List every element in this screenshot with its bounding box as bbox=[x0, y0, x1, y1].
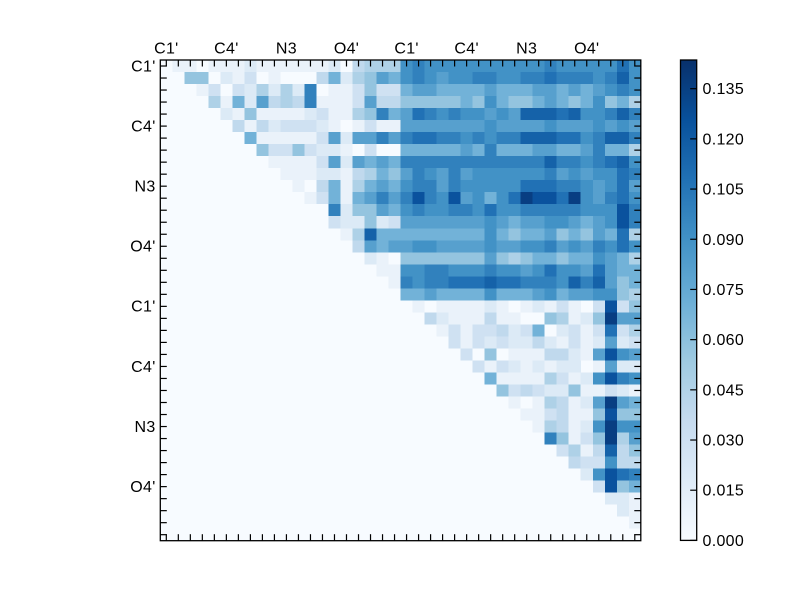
svg-text:C4': C4' bbox=[131, 359, 155, 376]
svg-text:N3: N3 bbox=[135, 178, 156, 195]
svg-text:0.000: 0.000 bbox=[703, 533, 745, 550]
svg-text:O4': O4' bbox=[334, 40, 359, 57]
svg-text:O4': O4' bbox=[130, 239, 155, 256]
svg-text:N3: N3 bbox=[135, 419, 156, 436]
svg-text:0.060: 0.060 bbox=[703, 332, 745, 349]
svg-text:0.045: 0.045 bbox=[703, 382, 745, 399]
svg-text:0.090: 0.090 bbox=[703, 232, 745, 249]
svg-text:C1': C1' bbox=[394, 40, 418, 57]
svg-text:C4': C4' bbox=[131, 118, 155, 135]
svg-text:C4': C4' bbox=[214, 40, 238, 57]
svg-text:C1': C1' bbox=[154, 40, 178, 57]
svg-text:0.105: 0.105 bbox=[703, 182, 745, 199]
svg-text:O4': O4' bbox=[130, 479, 155, 496]
svg-text:N3: N3 bbox=[276, 40, 297, 57]
svg-text:0.120: 0.120 bbox=[703, 131, 745, 148]
svg-text:N3: N3 bbox=[516, 40, 537, 57]
svg-text:C1': C1' bbox=[131, 299, 155, 316]
svg-text:0.075: 0.075 bbox=[703, 282, 745, 299]
svg-text:C1': C1' bbox=[131, 58, 155, 75]
svg-text:0.135: 0.135 bbox=[703, 81, 745, 98]
svg-text:O4': O4' bbox=[574, 40, 599, 57]
svg-text:C4': C4' bbox=[454, 40, 478, 57]
svg-text:0.030: 0.030 bbox=[703, 433, 745, 450]
svg-text:0.015: 0.015 bbox=[703, 483, 745, 500]
